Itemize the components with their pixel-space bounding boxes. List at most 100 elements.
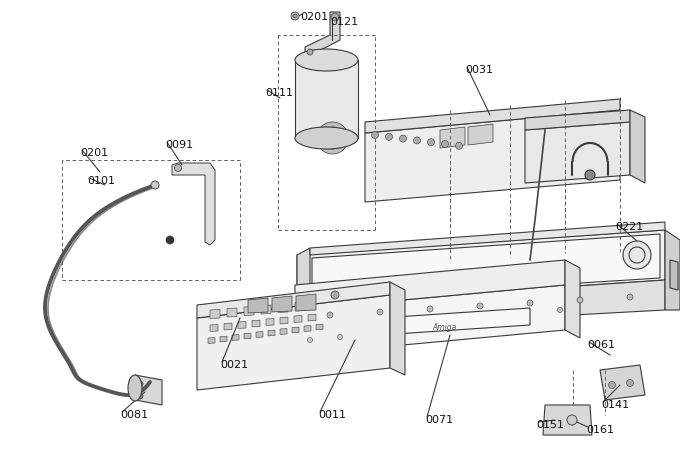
Circle shape: [166, 236, 174, 244]
Polygon shape: [172, 163, 215, 245]
Circle shape: [427, 306, 433, 312]
Text: 0081: 0081: [120, 410, 148, 420]
Polygon shape: [295, 260, 565, 310]
Circle shape: [316, 122, 348, 154]
Polygon shape: [248, 298, 268, 313]
Polygon shape: [135, 375, 162, 405]
Circle shape: [293, 14, 297, 18]
Circle shape: [527, 300, 533, 306]
Circle shape: [609, 382, 615, 389]
Circle shape: [623, 241, 651, 269]
Polygon shape: [295, 285, 565, 355]
Circle shape: [558, 308, 562, 312]
Polygon shape: [525, 122, 630, 183]
Circle shape: [585, 170, 595, 180]
Polygon shape: [297, 248, 310, 335]
Polygon shape: [390, 282, 405, 375]
Polygon shape: [252, 320, 260, 327]
Polygon shape: [294, 316, 302, 323]
Polygon shape: [208, 338, 215, 343]
Polygon shape: [525, 110, 630, 130]
Text: 0101: 0101: [87, 176, 115, 186]
Text: 0111: 0111: [265, 88, 293, 98]
Polygon shape: [210, 325, 218, 332]
Circle shape: [322, 127, 343, 149]
Polygon shape: [440, 127, 465, 148]
Polygon shape: [197, 295, 390, 390]
Polygon shape: [244, 307, 254, 316]
Circle shape: [331, 13, 339, 21]
Text: 0221: 0221: [615, 222, 643, 232]
Polygon shape: [297, 230, 665, 305]
Text: 0031: 0031: [465, 65, 493, 75]
Polygon shape: [295, 302, 305, 311]
Polygon shape: [670, 260, 678, 290]
Circle shape: [377, 309, 383, 315]
Circle shape: [413, 137, 420, 144]
Polygon shape: [624, 248, 632, 264]
Polygon shape: [227, 308, 237, 317]
Polygon shape: [280, 317, 288, 324]
Polygon shape: [308, 314, 316, 321]
Polygon shape: [600, 365, 645, 400]
Text: 0021: 0021: [220, 360, 248, 370]
Polygon shape: [261, 305, 271, 314]
Circle shape: [441, 140, 449, 147]
Polygon shape: [272, 296, 292, 312]
Circle shape: [371, 131, 379, 138]
Circle shape: [627, 294, 633, 300]
Polygon shape: [238, 322, 246, 328]
Text: 0091: 0091: [165, 140, 193, 150]
Circle shape: [151, 181, 159, 189]
Text: 0141: 0141: [601, 400, 629, 410]
Text: 0121: 0121: [330, 17, 358, 27]
Circle shape: [137, 393, 143, 399]
Ellipse shape: [128, 375, 142, 401]
Circle shape: [567, 415, 577, 425]
Text: 0061: 0061: [587, 340, 615, 350]
Polygon shape: [380, 308, 530, 335]
Text: 0201: 0201: [80, 148, 108, 158]
Circle shape: [400, 135, 407, 142]
Polygon shape: [365, 110, 620, 202]
Polygon shape: [297, 280, 665, 330]
Circle shape: [456, 142, 462, 149]
Polygon shape: [642, 248, 650, 264]
Circle shape: [477, 303, 483, 309]
Polygon shape: [296, 294, 316, 311]
Polygon shape: [220, 336, 227, 342]
Circle shape: [291, 12, 299, 20]
Circle shape: [428, 138, 435, 146]
Polygon shape: [565, 260, 580, 338]
Circle shape: [307, 338, 313, 342]
Ellipse shape: [295, 49, 358, 71]
Text: 0151: 0151: [536, 420, 564, 430]
Polygon shape: [278, 303, 288, 312]
Circle shape: [330, 135, 335, 141]
Polygon shape: [197, 282, 390, 318]
Polygon shape: [280, 329, 287, 334]
Ellipse shape: [295, 127, 358, 149]
Polygon shape: [224, 323, 232, 330]
Circle shape: [307, 49, 313, 55]
Polygon shape: [305, 12, 340, 58]
Circle shape: [137, 381, 143, 387]
Circle shape: [327, 312, 333, 318]
Circle shape: [316, 136, 321, 140]
Polygon shape: [316, 324, 323, 330]
Polygon shape: [665, 230, 680, 310]
Circle shape: [386, 133, 392, 140]
Polygon shape: [543, 405, 592, 435]
Polygon shape: [266, 318, 274, 325]
Polygon shape: [232, 335, 239, 341]
Polygon shape: [292, 327, 299, 333]
Circle shape: [626, 380, 634, 387]
Text: 0201: 0201: [300, 12, 328, 22]
Polygon shape: [365, 99, 620, 133]
Text: 0071: 0071: [425, 415, 453, 425]
Polygon shape: [256, 332, 263, 337]
Circle shape: [331, 291, 339, 299]
Polygon shape: [244, 333, 251, 339]
Circle shape: [577, 297, 583, 303]
Circle shape: [324, 136, 329, 140]
